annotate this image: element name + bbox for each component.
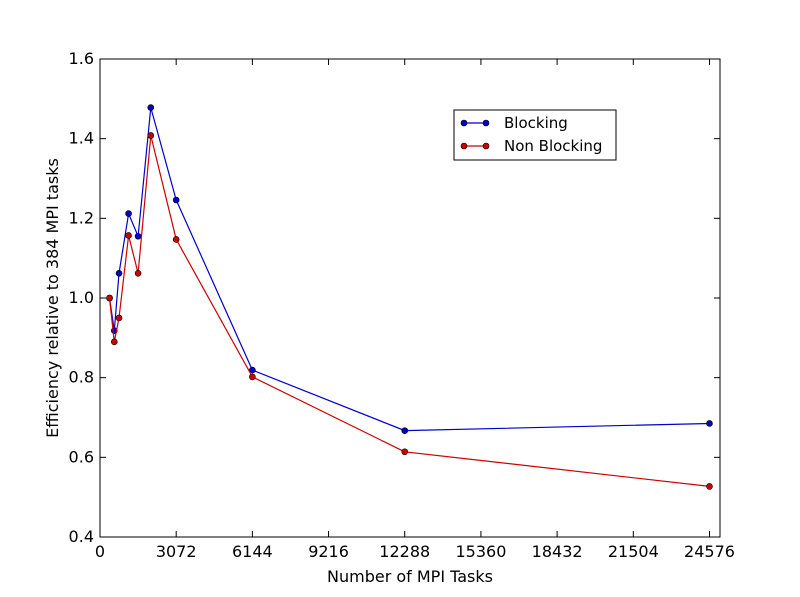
data-point-blocking — [147, 104, 155, 111]
x-axis-title: Number of MPI Tasks — [327, 567, 493, 586]
data-point-blocking — [172, 196, 180, 204]
x-tick-label: 21504 — [608, 542, 659, 561]
x-tick-label: 12288 — [379, 542, 430, 561]
y-tick-label: 1.0 — [69, 288, 94, 307]
data-point-non-blocking — [110, 338, 118, 346]
data-point-non-blocking — [249, 373, 256, 381]
y-tick-label: 1.4 — [69, 129, 94, 148]
data-point-blocking — [401, 427, 409, 434]
data-point-blocking — [125, 210, 132, 217]
data-point-blocking — [115, 270, 123, 277]
data-point-non-blocking — [106, 294, 113, 302]
data-point-blocking — [249, 366, 256, 374]
legend: Blocking Non Blocking — [453, 109, 617, 161]
data-point-non-blocking — [115, 314, 123, 322]
axis-ticks: 0 3072 6144 9216 12288 15360 18432 21504 24576 0.… — [69, 49, 735, 561]
series-layer — [106, 104, 713, 490]
series-line-non-blocking — [108, 135, 710, 487]
legend-box — [453, 109, 617, 161]
x-tick-label: 15360 — [455, 542, 506, 561]
x-tick-label: 6144 — [232, 542, 273, 561]
y-tick-label: 0.8 — [69, 368, 94, 387]
legend-label-non-blocking: Non Blocking — [504, 137, 602, 155]
x-tick-label: 24576 — [684, 542, 735, 561]
data-point-non-blocking — [172, 236, 180, 243]
legend-label-blocking: Blocking — [504, 114, 568, 132]
legend-marker-non-blocking — [460, 142, 468, 150]
data-point-blocking — [706, 420, 713, 427]
plot-area — [99, 58, 721, 538]
data-point-non-blocking — [134, 270, 142, 277]
legend-marker-blocking — [482, 119, 490, 127]
data-point-non-blocking — [401, 448, 409, 456]
data-point-non-blocking — [125, 232, 132, 239]
data-point-non-blocking — [706, 483, 713, 490]
data-point-blocking — [134, 232, 142, 240]
y-tick-label: 0.6 — [69, 447, 94, 466]
legend-marker-non-blocking — [482, 142, 490, 150]
x-tick-label: 9216 — [308, 542, 349, 561]
y-axis-title: Efficiency relative to 384 MPI tasks — [43, 158, 62, 438]
x-tick-label: 18432 — [532, 542, 583, 561]
x-tick-label: 3072 — [156, 542, 197, 561]
y-tick-label: 1.6 — [69, 49, 94, 68]
y-tick-label: 0.4 — [69, 527, 94, 546]
y-tick-label: 1.2 — [69, 208, 94, 227]
legend-marker-blocking — [460, 119, 468, 127]
x-tick-label: 0 — [95, 542, 105, 561]
data-point-non-blocking — [147, 132, 155, 139]
series-line-blocking — [108, 107, 710, 432]
